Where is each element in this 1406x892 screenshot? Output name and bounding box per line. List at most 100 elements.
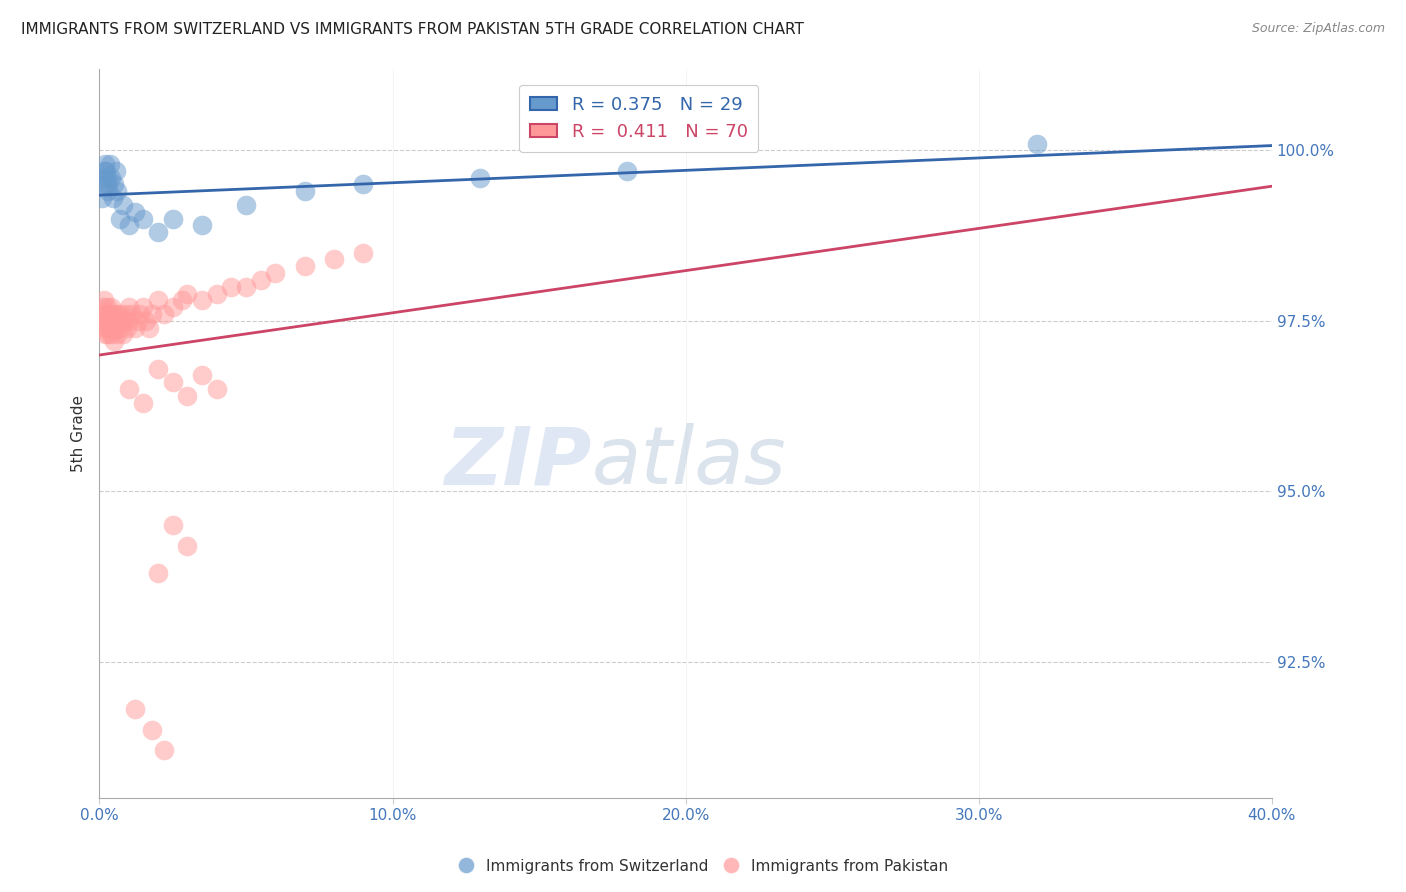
Point [153, 743, 176, 757]
Point [132, 211, 155, 226]
Point [176, 389, 198, 403]
Point [124, 702, 146, 716]
Point [100, 320, 122, 334]
Y-axis label: 5th Grade: 5th Grade [72, 395, 86, 472]
Point [294, 184, 316, 198]
Point [294, 259, 316, 273]
Point [470, 170, 492, 185]
Point [118, 300, 141, 314]
Point [352, 178, 374, 192]
Point [323, 252, 346, 267]
Point [129, 307, 152, 321]
Point [205, 382, 228, 396]
Point [118, 314, 141, 328]
Point [94, 327, 117, 342]
Point [118, 219, 141, 233]
Point [103, 314, 125, 328]
Point [124, 204, 146, 219]
Point [105, 184, 128, 198]
Point [162, 518, 184, 533]
Point [97, 320, 120, 334]
Point [98, 157, 121, 171]
Point [127, 314, 149, 328]
Point [100, 170, 122, 185]
Point [191, 368, 214, 383]
Point [93, 157, 115, 171]
Point [103, 334, 125, 349]
Point [108, 320, 131, 334]
Point [97, 178, 120, 192]
Point [103, 178, 125, 192]
Point [121, 307, 143, 321]
Point [97, 314, 120, 328]
Point [249, 273, 271, 287]
Point [105, 307, 128, 321]
Text: ZIP: ZIP [444, 424, 592, 501]
Point [162, 375, 184, 389]
Point [191, 293, 214, 308]
Point [93, 293, 115, 308]
Point [97, 184, 120, 198]
Point [146, 293, 169, 308]
Point [132, 300, 155, 314]
Point [141, 723, 163, 737]
Point [264, 266, 287, 280]
Point [94, 178, 117, 192]
Point [91, 170, 114, 185]
Point [141, 307, 163, 321]
Point [93, 320, 115, 334]
Point [1026, 136, 1049, 151]
Point [111, 198, 134, 212]
Point [118, 382, 141, 396]
Point [94, 163, 117, 178]
Point [104, 163, 127, 178]
Point [205, 286, 228, 301]
Point [104, 320, 127, 334]
Point [117, 320, 139, 334]
Point [112, 314, 135, 328]
Point [170, 293, 193, 308]
Point [100, 314, 122, 328]
Point [191, 219, 214, 233]
Point [91, 300, 114, 314]
Point [146, 361, 169, 376]
Text: atlas: atlas [592, 424, 786, 501]
Point [153, 307, 176, 321]
Point [100, 327, 122, 342]
Point [235, 279, 257, 293]
Point [90, 307, 112, 321]
Point [146, 225, 169, 239]
Point [90, 191, 112, 205]
Point [110, 314, 132, 328]
Point [91, 314, 114, 328]
Point [93, 307, 115, 321]
Point [235, 198, 257, 212]
Point [108, 211, 131, 226]
Point [135, 314, 157, 328]
Point [96, 300, 118, 314]
Point [96, 170, 118, 185]
Point [105, 327, 128, 342]
Text: IMMIGRANTS FROM SWITZERLAND VS IMMIGRANTS FROM PAKISTAN 5TH GRADE CORRELATION CH: IMMIGRANTS FROM SWITZERLAND VS IMMIGRANT… [21, 22, 804, 37]
Point [138, 320, 160, 334]
Point [114, 307, 136, 321]
Point [616, 163, 638, 178]
Point [352, 245, 374, 260]
Point [176, 539, 198, 553]
Point [101, 191, 124, 205]
Point [162, 300, 184, 314]
Point [107, 314, 129, 328]
Point [100, 300, 122, 314]
Point [176, 286, 198, 301]
Point [94, 314, 117, 328]
Point [97, 327, 120, 342]
Point [93, 163, 115, 178]
Point [162, 211, 184, 226]
Point [124, 320, 146, 334]
Point [146, 566, 169, 580]
Point [101, 307, 124, 321]
Legend: Immigrants from Switzerland, Immigrants from Pakistan: Immigrants from Switzerland, Immigrants … [451, 853, 955, 880]
Point [96, 320, 118, 334]
Text: Source: ZipAtlas.com: Source: ZipAtlas.com [1251, 22, 1385, 36]
Point [97, 307, 120, 321]
